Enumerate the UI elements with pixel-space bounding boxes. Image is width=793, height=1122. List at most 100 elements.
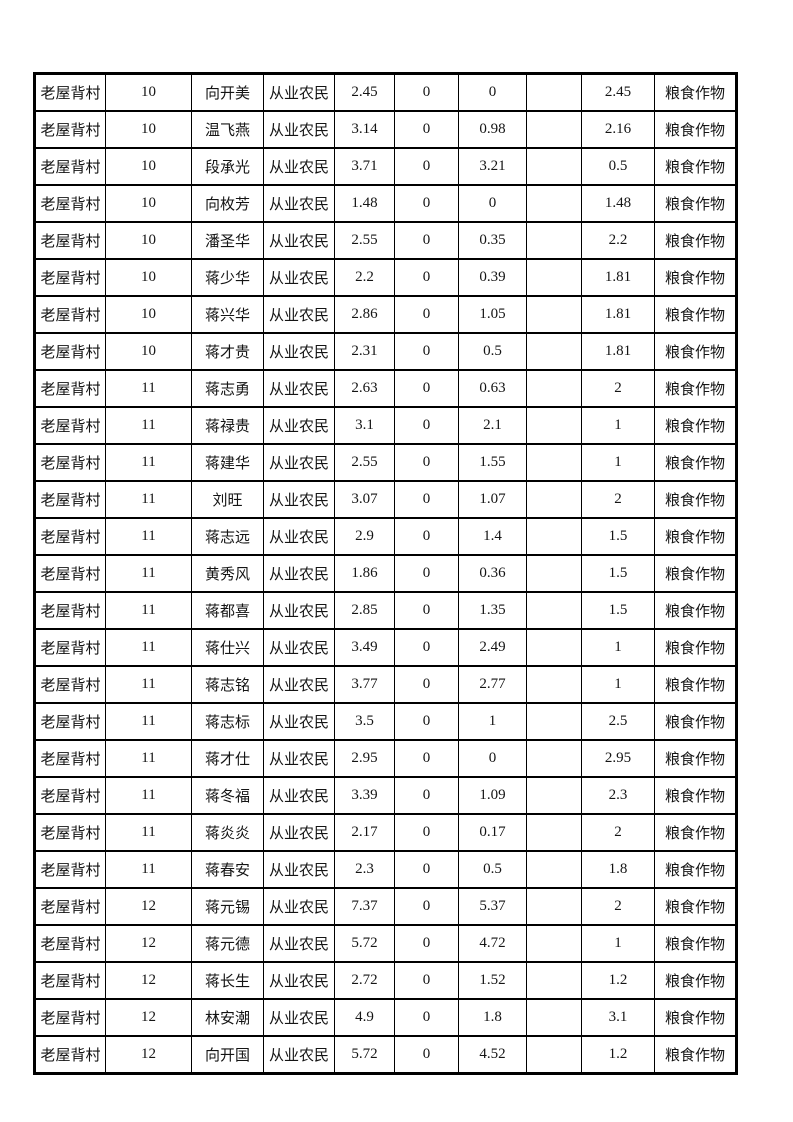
table-cell: 粮食作物 (654, 480, 737, 519)
table-cell: 老屋背村 (34, 72, 106, 112)
table-cell: 蒋仕兴 (191, 628, 264, 667)
table-cell: 粮食作物 (654, 517, 737, 556)
table-row: 老屋背村 11 蒋炎炎 从业农民 2.17 0 0.17 2 粮食作物 (34, 813, 737, 852)
table-cell: 从业农民 (263, 924, 335, 963)
table-cell: 1.5 (581, 517, 655, 556)
table-cell: 0 (394, 739, 459, 778)
table-cell: 从业农民 (263, 887, 335, 926)
table-cell: 1.4 (458, 517, 527, 556)
table-cell: 11 (105, 850, 192, 889)
table-row: 老屋背村 12 蒋元德 从业农民 5.72 0 4.72 1 粮食作物 (34, 924, 737, 963)
table-cell: 0 (394, 628, 459, 667)
table-cell: 11 (105, 517, 192, 556)
table-cell: 向枚芳 (191, 184, 264, 223)
table-cell: 老屋背村 (34, 739, 106, 778)
table-cell: 老屋背村 (34, 776, 106, 815)
table-cell: 老屋背村 (34, 406, 106, 445)
table-cell: 0.36 (458, 554, 527, 593)
table-cell (526, 554, 582, 593)
table-cell: 蒋建华 (191, 443, 264, 482)
table-cell: 10 (105, 184, 192, 223)
table-cell: 老屋背村 (34, 665, 106, 704)
table-cell: 2 (581, 887, 655, 926)
table-cell: 10 (105, 295, 192, 334)
table-cell: 11 (105, 591, 192, 630)
table-cell (526, 887, 582, 926)
table-cell (526, 406, 582, 445)
table-cell: 老屋背村 (34, 924, 106, 963)
table-row: 老屋背村 11 黄秀风 从业农民 1.86 0 0.36 1.5 粮食作物 (34, 554, 737, 593)
table-cell: 0 (394, 332, 459, 371)
table-cell: 老屋背村 (34, 147, 106, 186)
table-cell: 0.63 (458, 369, 527, 408)
table-cell: 粮食作物 (654, 332, 737, 371)
table-row: 老屋背村 11 刘旺 从业农民 3.07 0 1.07 2 粮食作物 (34, 480, 737, 519)
table-cell: 0 (394, 924, 459, 963)
table-cell: 蒋志标 (191, 702, 264, 741)
table-row: 老屋背村 11 蒋仕兴 从业农民 3.49 0 2.49 1 粮食作物 (34, 628, 737, 667)
table-cell: 从业农民 (263, 184, 335, 223)
table-cell: 11 (105, 554, 192, 593)
table-cell: 12 (105, 887, 192, 926)
table-cell: 2.3 (581, 776, 655, 815)
table-cell: 潘圣华 (191, 221, 264, 260)
table-cell: 蒋冬福 (191, 776, 264, 815)
table-cell: 老屋背村 (34, 887, 106, 926)
table-cell: 刘旺 (191, 480, 264, 519)
table-cell (526, 72, 582, 112)
table-cell: 粮食作物 (654, 147, 737, 186)
table-cell: 粮食作物 (654, 406, 737, 445)
table-cell: 1.48 (334, 184, 395, 223)
table-cell: 11 (105, 665, 192, 704)
table-cell: 林安潮 (191, 998, 264, 1037)
table-row: 老屋背村 12 向开国 从业农民 5.72 0 4.52 1.2 粮食作物 (34, 1035, 737, 1075)
table-cell: 蒋元锡 (191, 887, 264, 926)
table-cell: 蒋志铭 (191, 665, 264, 704)
table-cell: 老屋背村 (34, 998, 106, 1037)
table-cell (526, 776, 582, 815)
table-cell: 粮食作物 (654, 628, 737, 667)
table-cell: 0 (394, 369, 459, 408)
table-cell: 0.5 (458, 850, 527, 889)
table-cell (526, 184, 582, 223)
table-row: 老屋背村 10 蒋少华 从业农民 2.2 0 0.39 1.81 粮食作物 (34, 258, 737, 297)
table-cell: 0 (394, 184, 459, 223)
table-cell (526, 998, 582, 1037)
table-cell: 1.05 (458, 295, 527, 334)
table-cell: 3.07 (334, 480, 395, 519)
table-cell: 1.5 (581, 591, 655, 630)
table-cell: 黄秀风 (191, 554, 264, 593)
table-cell: 11 (105, 480, 192, 519)
table-cell: 粮食作物 (654, 739, 737, 778)
table-cell: 蒋志勇 (191, 369, 264, 408)
table-cell: 1.86 (334, 554, 395, 593)
table-cell: 老屋背村 (34, 221, 106, 260)
table-cell: 从业农民 (263, 295, 335, 334)
table-cell: 向开美 (191, 72, 264, 112)
table-cell: 粮食作物 (654, 1035, 737, 1075)
table-cell: 从业农民 (263, 554, 335, 593)
table-cell: 1.35 (458, 591, 527, 630)
table-cell: 4.72 (458, 924, 527, 963)
table-cell: 0 (394, 554, 459, 593)
table-cell (526, 702, 582, 741)
table-cell: 2 (581, 369, 655, 408)
table-cell: 蒋炎炎 (191, 813, 264, 852)
table-cell (526, 147, 582, 186)
table-cell: 粮食作物 (654, 72, 737, 112)
table-row: 老屋背村 10 蒋才贵 从业农民 2.31 0 0.5 1.81 粮食作物 (34, 332, 737, 371)
table-cell: 1 (581, 443, 655, 482)
table-cell: 11 (105, 406, 192, 445)
table-cell: 老屋背村 (34, 443, 106, 482)
table-cell (526, 332, 582, 371)
table-cell: 从业农民 (263, 72, 335, 112)
table-cell: 2.31 (334, 332, 395, 371)
table-cell: 蒋才仕 (191, 739, 264, 778)
table-cell: 0 (394, 147, 459, 186)
table-cell: 1.2 (581, 1035, 655, 1075)
table-cell: 2.86 (334, 295, 395, 334)
table-cell: 2 (581, 480, 655, 519)
table-cell (526, 924, 582, 963)
table-cell: 1 (581, 406, 655, 445)
table-cell (526, 369, 582, 408)
